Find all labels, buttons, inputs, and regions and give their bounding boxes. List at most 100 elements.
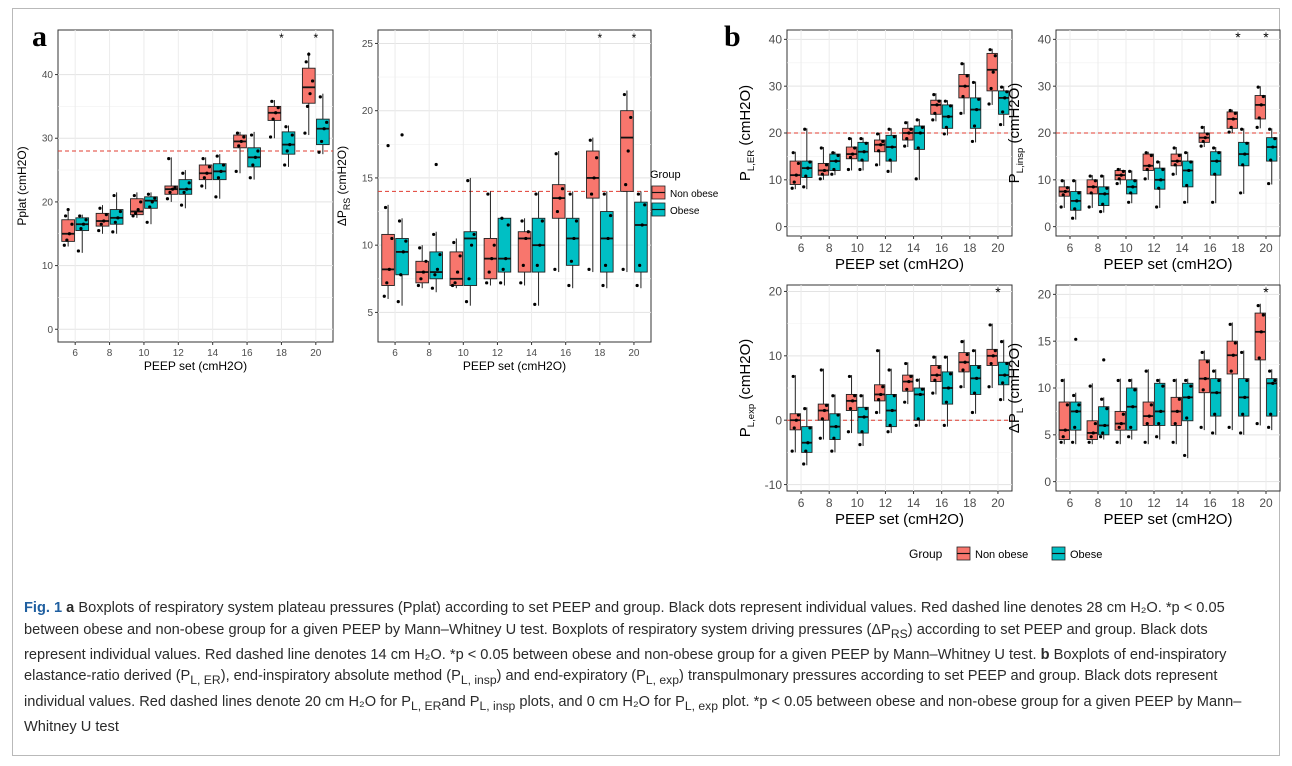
data-point bbox=[963, 360, 967, 364]
y-axis-title: PL,ER (cmH2O) bbox=[737, 85, 757, 181]
data-point bbox=[76, 249, 81, 253]
y-axis-title-sub: L,ER bbox=[746, 150, 757, 171]
data-point bbox=[170, 187, 175, 191]
data-point bbox=[62, 243, 66, 247]
data-point bbox=[588, 138, 592, 142]
data-point bbox=[1243, 395, 1247, 399]
x-tick-label: 12 bbox=[879, 496, 893, 510]
data-point bbox=[975, 376, 979, 380]
data-point bbox=[1102, 358, 1106, 362]
data-point bbox=[1189, 160, 1193, 164]
data-point bbox=[850, 399, 855, 403]
data-point bbox=[1161, 384, 1165, 388]
data-point bbox=[1072, 393, 1076, 398]
data-point bbox=[173, 185, 177, 189]
x-tick-label: 8 bbox=[826, 496, 833, 510]
data-point bbox=[946, 386, 951, 390]
data-point bbox=[81, 222, 86, 226]
box bbox=[1126, 387, 1138, 431]
data-point bbox=[1089, 191, 1093, 195]
data-point bbox=[1157, 421, 1161, 426]
data-point bbox=[1093, 179, 1097, 183]
data-point bbox=[469, 243, 474, 247]
data-point bbox=[904, 121, 908, 125]
data-point bbox=[961, 368, 965, 372]
data-point bbox=[881, 139, 885, 144]
data-point bbox=[1155, 205, 1159, 209]
x-tick-label: 16 bbox=[560, 348, 572, 359]
data-point bbox=[63, 214, 68, 218]
legend-label: Obese bbox=[1070, 549, 1102, 561]
data-point bbox=[1233, 111, 1237, 115]
box bbox=[969, 97, 982, 129]
data-point bbox=[84, 218, 88, 222]
data-point bbox=[1103, 192, 1107, 196]
data-point bbox=[636, 192, 641, 196]
data-point bbox=[1129, 425, 1133, 429]
data-point bbox=[307, 52, 311, 56]
data-point bbox=[1256, 85, 1260, 89]
data-point bbox=[419, 277, 423, 281]
data-point bbox=[638, 263, 642, 267]
data-point bbox=[1239, 431, 1243, 435]
data-point bbox=[916, 146, 920, 150]
data-point bbox=[467, 277, 471, 281]
caption-text-2: ) according to set PEEP and group. Black… bbox=[24, 621, 1208, 663]
data-point bbox=[1117, 425, 1121, 429]
data-point bbox=[886, 169, 890, 173]
data-point bbox=[832, 167, 836, 172]
data-point bbox=[116, 216, 120, 220]
data-point bbox=[806, 166, 810, 170]
data-point bbox=[1261, 94, 1265, 99]
x-tick-label: 20 bbox=[310, 348, 322, 359]
data-point bbox=[903, 144, 907, 148]
y-tick-label: 0 bbox=[775, 220, 782, 234]
data-point bbox=[132, 193, 136, 198]
data-point bbox=[1003, 96, 1007, 100]
data-point bbox=[1173, 421, 1177, 426]
box bbox=[281, 131, 296, 155]
data-point bbox=[830, 172, 834, 176]
significance-star: * bbox=[1263, 284, 1269, 300]
y-axis-title-sub: L bbox=[1015, 407, 1026, 413]
caption-text-4: ), end-inspiratory absolute method (P bbox=[220, 668, 461, 685]
data-point bbox=[589, 192, 594, 196]
data-point bbox=[1101, 431, 1105, 435]
data-point bbox=[850, 152, 855, 156]
data-point bbox=[970, 139, 975, 144]
data-point bbox=[1129, 191, 1133, 195]
data-point bbox=[1259, 103, 1263, 107]
data-point bbox=[1003, 373, 1007, 377]
data-point bbox=[1071, 216, 1075, 220]
data-point bbox=[640, 223, 644, 227]
data-point bbox=[1145, 167, 1149, 172]
data-point bbox=[486, 192, 490, 196]
data-point bbox=[892, 135, 896, 139]
data-point bbox=[455, 270, 460, 274]
data-point bbox=[1213, 172, 1217, 176]
data-point bbox=[903, 400, 907, 404]
x-tick-label: 18 bbox=[1231, 496, 1245, 510]
data-point bbox=[834, 159, 838, 163]
data-point bbox=[643, 203, 647, 207]
data-point bbox=[78, 214, 82, 218]
data-point bbox=[1091, 431, 1095, 435]
y-tick-label: 5 bbox=[1044, 428, 1051, 442]
data-point bbox=[794, 173, 798, 177]
box bbox=[1254, 312, 1266, 361]
data-point bbox=[317, 150, 321, 154]
data-point bbox=[1060, 179, 1064, 183]
data-point bbox=[1000, 340, 1004, 344]
data-point bbox=[635, 283, 639, 288]
data-point bbox=[960, 62, 964, 66]
caption-text-7: and P bbox=[441, 693, 480, 710]
data-point bbox=[931, 391, 935, 395]
x-tick-label: 12 bbox=[492, 348, 504, 359]
data-point bbox=[1269, 158, 1273, 162]
data-point bbox=[933, 111, 937, 115]
x-tick-label: 8 bbox=[426, 348, 432, 359]
y-axis-title-main: P bbox=[737, 427, 754, 437]
data-point bbox=[888, 158, 892, 162]
data-point bbox=[791, 374, 795, 379]
x-tick-label: 6 bbox=[1067, 496, 1074, 510]
